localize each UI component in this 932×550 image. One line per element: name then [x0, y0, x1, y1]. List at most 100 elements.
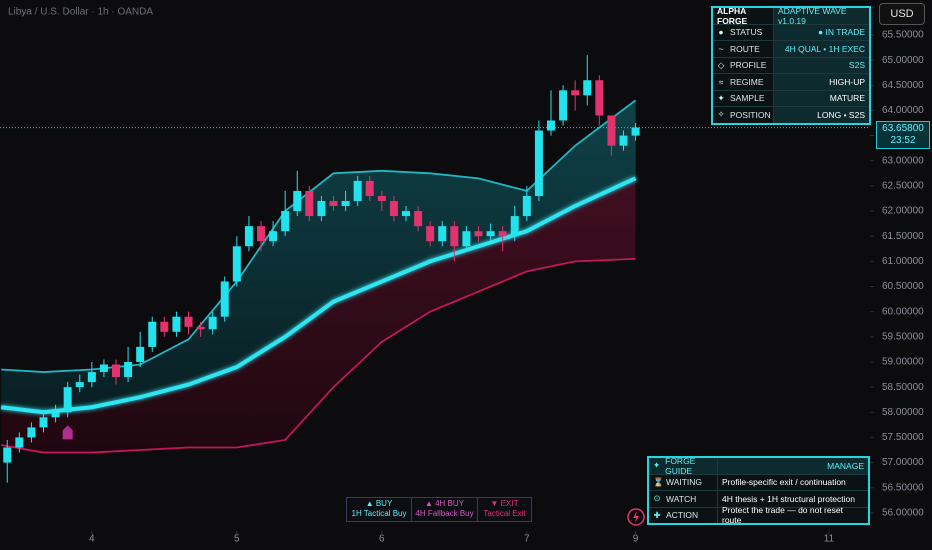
legend-title: ▲ BUY [365, 499, 393, 508]
y-tick-label: 57.00000 [882, 457, 924, 468]
y-tick-label: 61.50000 [882, 231, 924, 242]
candle-body [305, 190, 314, 217]
row-value: 4H QUAL • 1H EXEC [774, 41, 869, 57]
candle-body [426, 226, 435, 242]
y-tick-label: 64.50000 [882, 80, 924, 91]
y-tick-label: 56.00000 [882, 508, 924, 519]
candle-body [317, 200, 326, 217]
row-label-cell: ~ ROUTE [713, 41, 774, 57]
row-label: ROUTE [730, 43, 760, 54]
candle-body [27, 427, 36, 438]
y-tick-label: 59.50000 [882, 331, 924, 342]
row-label: ACTION [666, 510, 699, 521]
row-label-cell: ⊙ WATCH [649, 491, 718, 507]
candle-body [389, 200, 398, 217]
candle-body [619, 135, 628, 146]
candle-body [172, 316, 181, 332]
row-icon: ~ [718, 43, 724, 54]
row-label: WAITING [666, 477, 703, 488]
candle-body [607, 115, 616, 146]
y-tick-label: 60.00000 [882, 306, 924, 317]
panel-title: ALPHA FORGE [713, 6, 774, 26]
row-value: ● IN TRADE [774, 24, 869, 40]
legend-box: ▼ EXIT Tactical Exit [477, 497, 532, 522]
legend-title: ▲ 4H BUY [424, 499, 465, 508]
candle-body [196, 326, 205, 330]
row-value: Protect the trade — do not reset route [718, 505, 868, 525]
y-tick-label: 56.50000 [882, 482, 924, 493]
row-icon: ✦ [717, 92, 725, 103]
y-tick-label: 58.00000 [882, 407, 924, 418]
candle-body [547, 120, 555, 131]
candle-body [438, 226, 447, 242]
y-tick-label: 60.50000 [882, 281, 924, 292]
panel-row: ⌛ WAITING Profile-specific exit / continua… [649, 473, 868, 490]
y-tick-label: 63.00000 [882, 155, 924, 166]
candle-body [486, 231, 495, 237]
candle-body [244, 226, 253, 247]
row-label-cell: ✦ FORGE GUIDE [649, 455, 718, 476]
legend-desc: Tactical Exit [483, 509, 526, 518]
candle-body [595, 80, 604, 116]
candle-body [99, 364, 108, 373]
row-label: WATCH [666, 493, 697, 504]
candle-body [365, 180, 374, 196]
status-panel: ALPHA FORGE ADAPTIVE WAVE v1.0.19 ● STATUS ●… [711, 6, 871, 125]
candle-body [293, 190, 302, 212]
y-tick-label: 62.50000 [882, 181, 924, 192]
candle-body [75, 382, 84, 388]
candle-body [377, 195, 386, 201]
candle-body [583, 80, 592, 96]
row-label-cell: ● STATUS [713, 24, 774, 40]
currency-button[interactable]: USD [879, 3, 925, 25]
row-value: Profile-specific exit / continuation [718, 474, 868, 490]
row-icon: ✦ [653, 460, 661, 471]
band-line [0, 176, 637, 415]
panel-row: ≈ REGIME HIGH-UP [713, 73, 869, 90]
candle-body [498, 231, 507, 237]
last-price-label: 63.65800 23:52 [876, 121, 930, 149]
y-tick-label: 58.50000 [882, 382, 924, 393]
candle-body [353, 180, 362, 201]
x-tick-label: 11 [824, 534, 835, 545]
candle-body [522, 195, 531, 217]
candle-body [402, 211, 410, 217]
row-value: S2S [774, 57, 869, 73]
candle-body [15, 437, 24, 448]
y-tick-label: 61.00000 [882, 256, 924, 267]
candle-body [136, 346, 145, 362]
legend-box: ▲ BUY 1H Tactical Buy [346, 497, 412, 522]
panel-row: ✚ ACTION Protect the trade — do not reset … [649, 505, 868, 525]
candle-body [39, 417, 48, 428]
candle-body [148, 321, 157, 347]
row-icon: ✧ [717, 109, 725, 120]
row-icon: ✚ [653, 509, 661, 520]
y-tick-label: 57.50000 [882, 432, 924, 443]
row-icon: ≈ [718, 76, 724, 87]
signal-marker [62, 425, 73, 440]
y-tick-label: 64.00000 [882, 105, 924, 116]
panel-row: ● STATUS ● IN TRADE [713, 23, 869, 40]
x-tick-label: 7 [524, 534, 530, 545]
last-price: 63.65800 [882, 123, 924, 134]
legend-desc: 4H Fallback Buy [415, 509, 474, 518]
legend-box: ▲ 4H BUY 4H Fallback Buy [411, 497, 478, 522]
row-label: SAMPLE [730, 93, 765, 104]
candle-body [63, 387, 72, 413]
x-tick-label: 9 [633, 534, 639, 545]
panel-row: ✦ FORGE GUIDE MANAGE [649, 455, 868, 476]
guide-panel: ✦ FORGE GUIDE MANAGE ⌛ WAITING Profile-specif… [647, 456, 870, 525]
candle-body [124, 361, 133, 378]
y-tick-label: 62.00000 [882, 206, 924, 217]
row-label: FORGE GUIDE [665, 455, 696, 476]
row-label: STATUS [730, 27, 763, 38]
panel-subtitle: ADAPTIVE WAVE v1.0.19 [774, 6, 869, 26]
candle-body [112, 364, 120, 378]
row-icon: ⊙ [653, 493, 661, 504]
panel-row: ~ ROUTE 4H QUAL • 1H EXEC [713, 40, 869, 57]
candle-body [534, 130, 543, 196]
candle-body [281, 211, 290, 232]
candle-body [559, 90, 568, 121]
